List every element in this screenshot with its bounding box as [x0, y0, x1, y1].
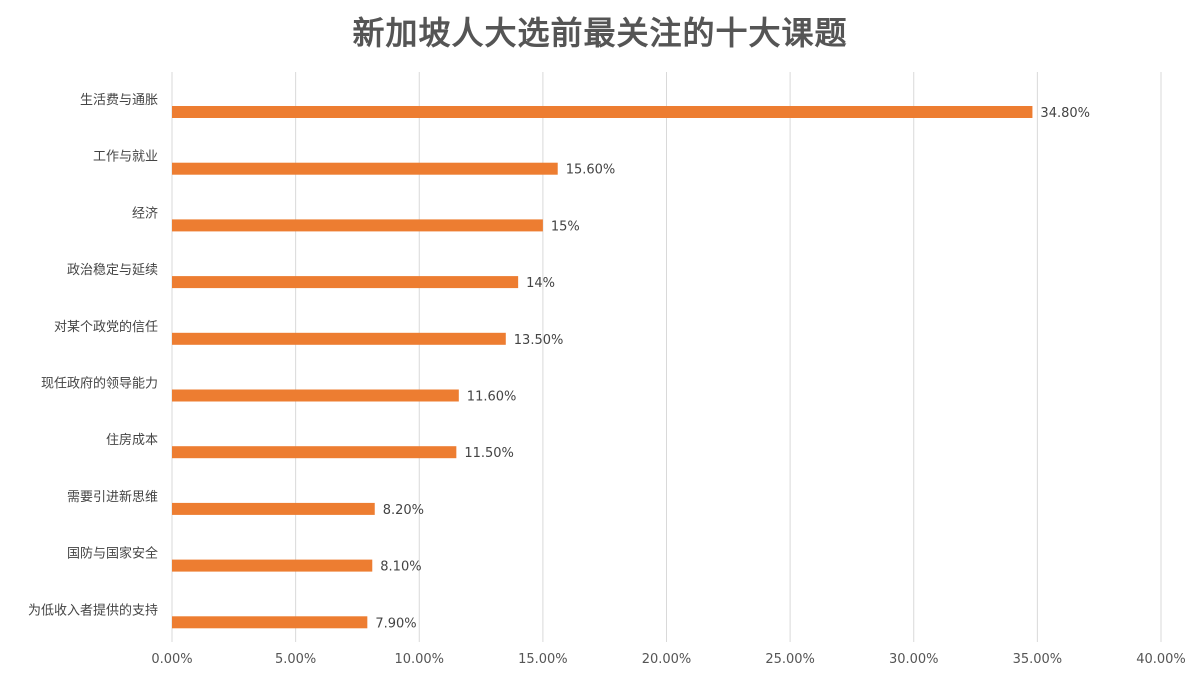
category-label: 政治稳定与延续 — [67, 262, 158, 278]
x-tick-label: 35.00% — [1013, 652, 1063, 667]
category-label: 工作与就业 — [93, 150, 158, 165]
data-label: 11.50% — [464, 446, 514, 461]
x-tick-label: 20.00% — [642, 652, 692, 667]
bar — [172, 106, 1033, 118]
category-label: 生活费与通胀 — [80, 93, 158, 108]
category-label: 国防与国家安全 — [67, 546, 158, 562]
category-label: 需要引进新思维 — [67, 489, 158, 505]
bar — [172, 502, 375, 515]
x-tick-label: 15.00% — [518, 652, 568, 667]
category-label: 为低收入者提供的支持 — [28, 602, 158, 618]
bar — [172, 446, 457, 459]
category-label: 对某个政党的信任 — [54, 319, 158, 335]
data-label: 11.60% — [467, 390, 517, 405]
x-tick-label: 25.00% — [765, 652, 815, 667]
bar — [172, 162, 558, 175]
data-label: 7.90% — [375, 616, 416, 631]
category-label: 住房成本 — [106, 432, 158, 448]
category-label: 经济 — [132, 206, 158, 221]
x-tick-label: 30.00% — [889, 652, 939, 667]
data-label: 15% — [551, 219, 580, 234]
x-tick-label: 0.00% — [151, 652, 192, 667]
x-tick-label: 10.00% — [394, 652, 444, 667]
data-label: 15.60% — [566, 163, 616, 178]
data-label: 8.20% — [383, 503, 424, 518]
category-label: 现任政府的领导能力 — [41, 376, 158, 392]
data-label: 14% — [526, 276, 555, 291]
bar — [172, 559, 373, 572]
data-label: 13.50% — [514, 333, 564, 348]
bar — [172, 332, 506, 345]
bar — [172, 616, 368, 629]
x-tick-label: 5.00% — [275, 652, 316, 667]
data-label: 34.80% — [1040, 106, 1090, 121]
chart-title: 新加坡人大选前最关注的十大课题 — [352, 14, 848, 52]
bar — [172, 389, 459, 402]
bar — [172, 219, 543, 232]
bar — [172, 276, 519, 289]
x-tick-label: 40.00% — [1136, 652, 1186, 667]
data-label: 8.10% — [380, 560, 421, 575]
